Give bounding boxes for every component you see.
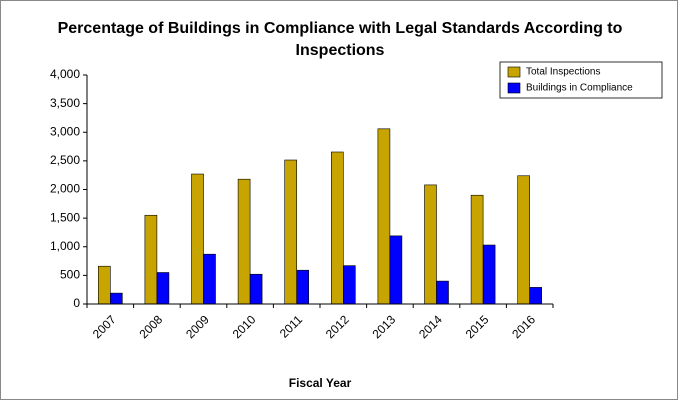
y-tick-label: 0 bbox=[73, 296, 80, 310]
legend-box bbox=[499, 61, 663, 99]
y-tick-label: 2,500 bbox=[50, 153, 80, 167]
bar bbox=[284, 159, 298, 305]
bar bbox=[529, 287, 543, 305]
bar bbox=[296, 269, 310, 305]
bar bbox=[470, 194, 484, 305]
x-axis-label: Fiscal Year bbox=[289, 376, 352, 390]
bar bbox=[110, 292, 123, 305]
bar bbox=[249, 273, 263, 305]
bar bbox=[389, 235, 403, 305]
bar bbox=[517, 175, 531, 305]
bar bbox=[156, 272, 170, 305]
y-tick-label: 2,000 bbox=[50, 182, 80, 196]
bar bbox=[203, 253, 216, 305]
y-tick-label: 3,000 bbox=[50, 124, 80, 138]
bar bbox=[377, 128, 391, 305]
y-tick-label: 1,000 bbox=[50, 239, 80, 253]
legend-label: Total Inspections bbox=[526, 67, 601, 78]
legend-label: Buildings in Compliance bbox=[526, 83, 633, 94]
bar bbox=[237, 178, 251, 305]
bar bbox=[330, 151, 344, 305]
bar bbox=[191, 173, 204, 305]
bar bbox=[424, 184, 437, 305]
bar bbox=[436, 280, 449, 305]
bar bbox=[144, 214, 158, 305]
chart-title: Percentage of Buildings in Compliance wi… bbox=[57, 20, 623, 59]
bar bbox=[342, 265, 356, 305]
y-tick-label: 1,500 bbox=[50, 210, 80, 224]
y-tick-label: 500 bbox=[60, 268, 80, 282]
bar bbox=[98, 265, 111, 305]
legend-swatch bbox=[507, 82, 521, 94]
y-tick-label: 3,500 bbox=[50, 96, 80, 110]
bar bbox=[482, 244, 496, 305]
legend-swatch bbox=[507, 66, 521, 78]
y-tick-label: 4,000 bbox=[50, 67, 80, 81]
